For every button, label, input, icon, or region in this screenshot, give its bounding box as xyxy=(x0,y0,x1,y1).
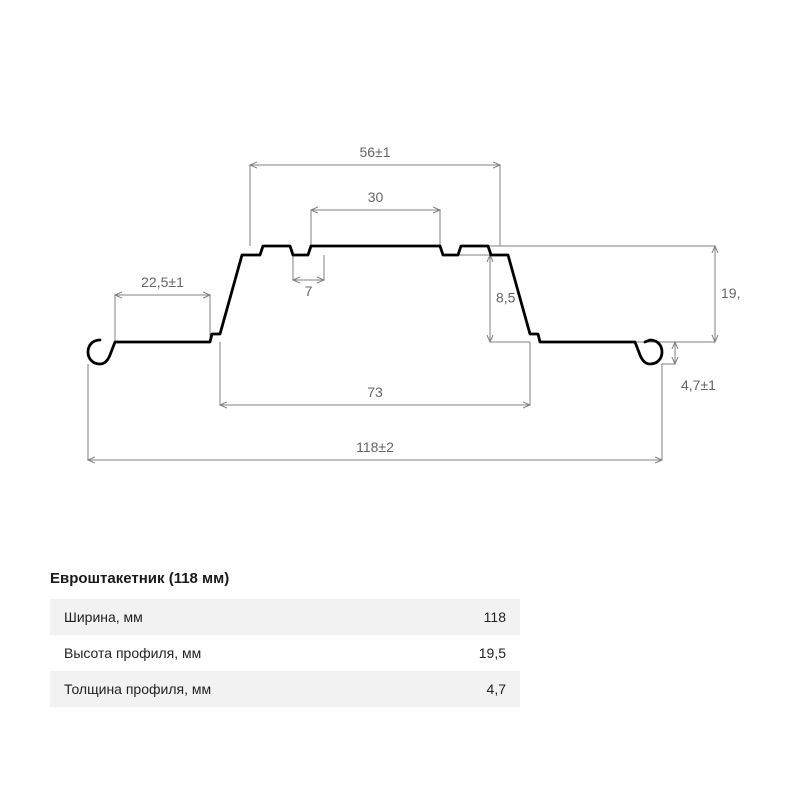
spec-label: Высота профиля, мм xyxy=(64,645,201,661)
svg-text:7: 7 xyxy=(305,283,313,299)
svg-text:22,5±1: 22,5±1 xyxy=(141,274,184,290)
svg-text:118±2: 118±2 xyxy=(356,439,394,455)
spec-value: 118 xyxy=(484,609,506,625)
spec-row: Ширина, мм 118 xyxy=(50,599,520,635)
profile-outline xyxy=(88,246,662,364)
spec-row: Толщина профиля, мм 4,7 xyxy=(50,671,520,707)
diagram-svg: 56±1 30 7 22,5±1 8,5 19,5±1 4,7±1 73 118±2 xyxy=(60,80,740,510)
svg-text:30: 30 xyxy=(368,189,384,205)
spec-table: Ширина, мм 118 Высота профиля, мм 19,5 Толщи… xyxy=(50,599,520,707)
spec-row: Высота профиля, мм 19,5 xyxy=(50,635,520,671)
svg-text:4,7±1: 4,7±1 xyxy=(681,377,716,393)
spec-value: 4,7 xyxy=(487,681,506,697)
svg-text:19,5±1: 19,5±1 xyxy=(721,285,740,301)
svg-text:73: 73 xyxy=(367,384,383,400)
spec-title: Евроштакетник (118 мм) xyxy=(50,570,520,587)
dimension-lines: 56±1 30 7 22,5±1 8,5 19,5±1 4,7±1 73 118±2 xyxy=(88,144,740,460)
svg-text:8,5: 8,5 xyxy=(496,290,516,306)
spec-label: Ширина, мм xyxy=(64,609,143,625)
spec-section: Евроштакетник (118 мм) Ширина, мм 118 Высо… xyxy=(50,570,520,707)
spec-value: 19,5 xyxy=(479,645,506,661)
profile-diagram: 56±1 30 7 22,5±1 8,5 19,5±1 4,7±1 73 118±2 xyxy=(60,80,740,510)
spec-label: Толщина профиля, мм xyxy=(64,681,211,697)
svg-text:56±1: 56±1 xyxy=(359,144,390,160)
